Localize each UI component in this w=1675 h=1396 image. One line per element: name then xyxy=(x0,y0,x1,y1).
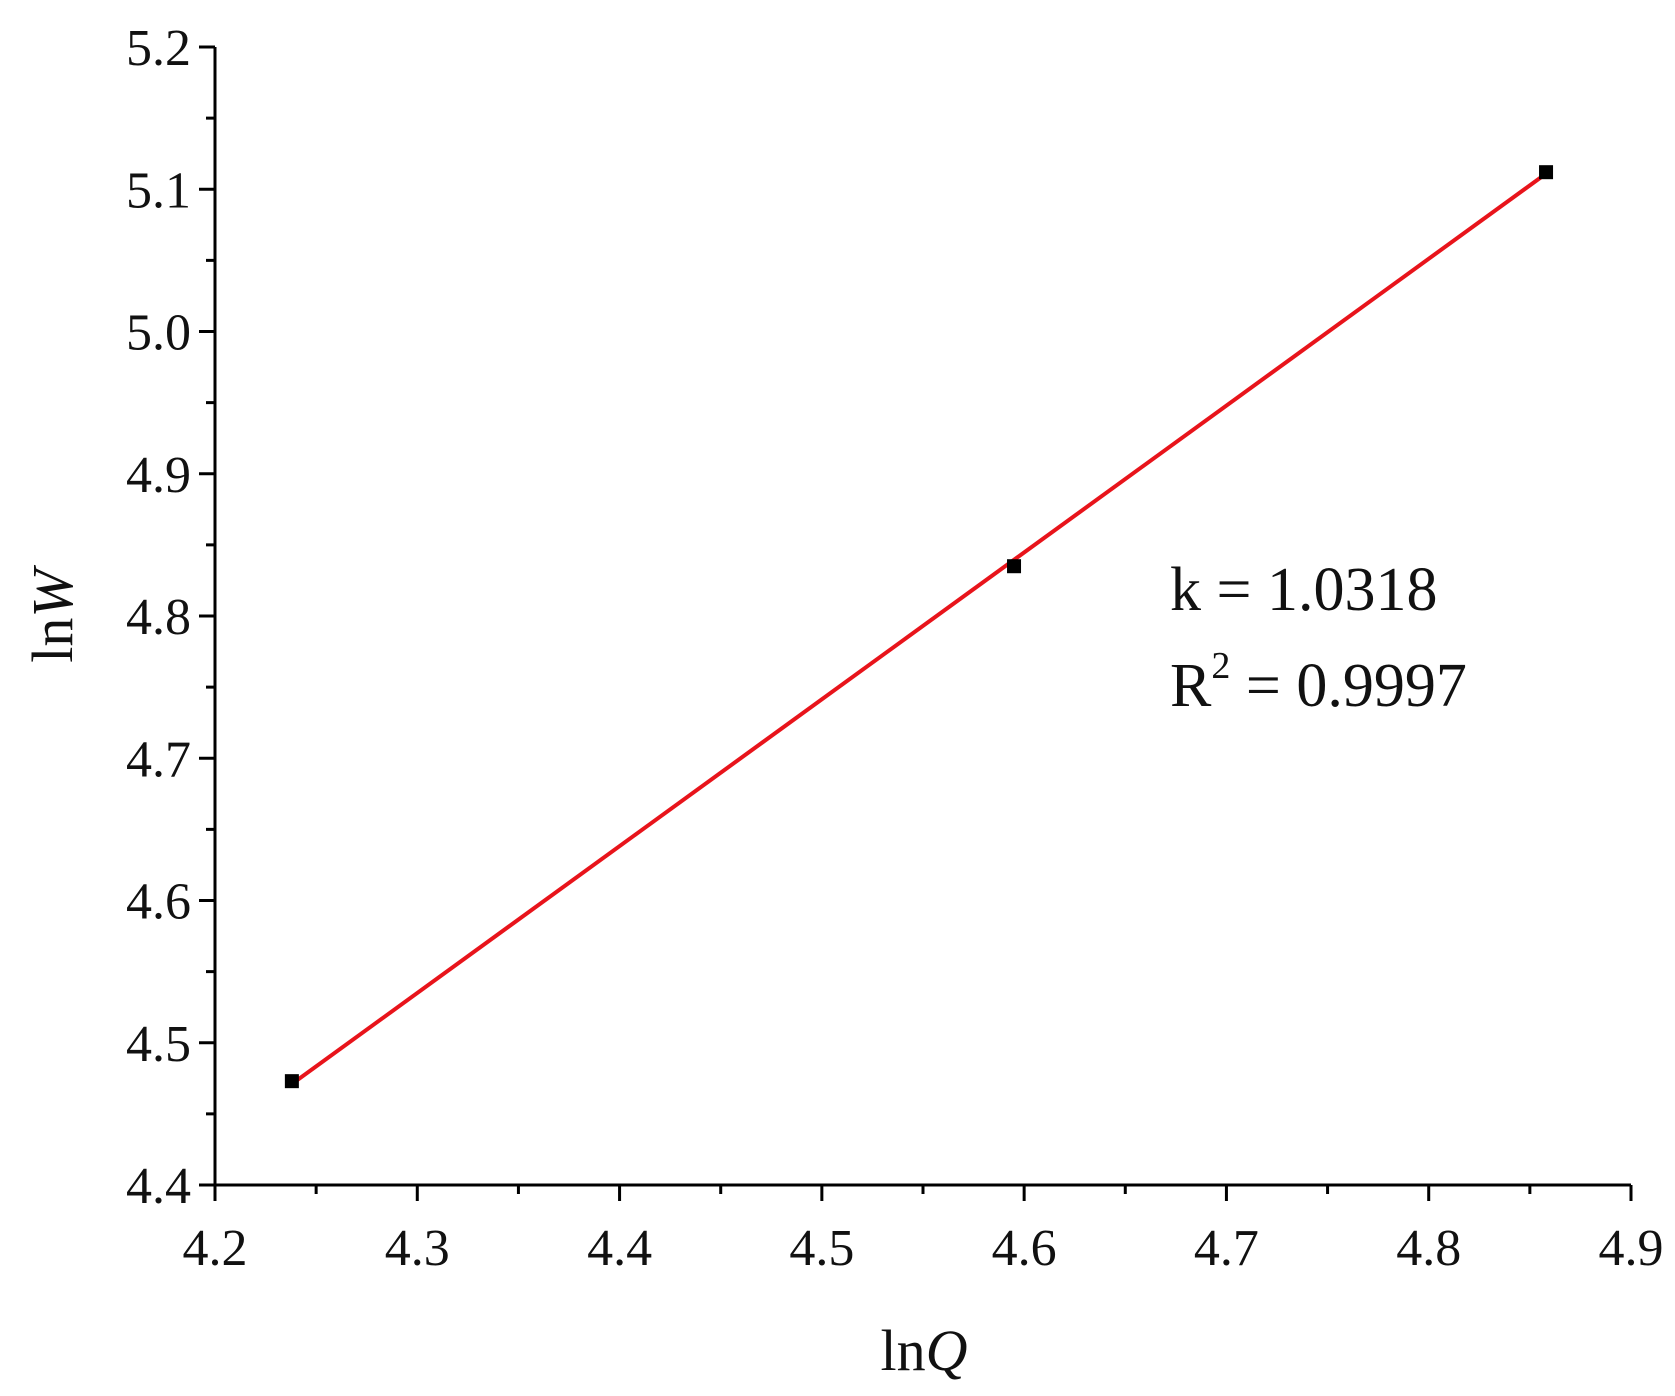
x-tick-label: 4.4 xyxy=(587,1220,652,1277)
y-tick-label: 4.9 xyxy=(126,447,191,504)
fit-line xyxy=(290,171,1548,1086)
points-group xyxy=(284,165,1554,1089)
y-tick-label: 4.4 xyxy=(126,1158,191,1215)
r-squared-annotation: R2 = 0.9997 xyxy=(1170,645,1467,720)
x-tick-label: 4.6 xyxy=(992,1220,1057,1277)
x-tick-label: 4.7 xyxy=(1194,1220,1259,1277)
y-tick-label: 5.1 xyxy=(126,162,191,219)
data-point xyxy=(284,1074,299,1089)
y-tick-label: 4.8 xyxy=(126,589,191,646)
y-tick-label: 4.6 xyxy=(126,874,191,931)
x-tick-label: 4.5 xyxy=(789,1220,854,1277)
x-tick-label: 4.2 xyxy=(183,1220,248,1277)
y-axis-label: lnW xyxy=(20,565,85,663)
x-tick-label: 4.9 xyxy=(1599,1220,1664,1277)
x-tick-label: 4.8 xyxy=(1396,1220,1461,1277)
y-tick-label: 4.5 xyxy=(126,1016,191,1073)
data-point xyxy=(1539,165,1554,180)
data-point xyxy=(1007,559,1022,574)
ticks: 4.2 4.3 4.4 4.5 4.6 4.7 4.8 4.9 4.4 4.5 4.6 4.7 4.8 4… xyxy=(126,20,1664,1277)
y-tick-label: 5.0 xyxy=(126,305,191,362)
fit-line-group xyxy=(290,171,1548,1086)
y-tick-label: 5.2 xyxy=(126,20,191,77)
x-axis-label: lnQ xyxy=(880,1318,967,1383)
y-tick-label: 4.7 xyxy=(126,731,191,788)
slope-annotation: k = 1.0318 xyxy=(1170,556,1437,624)
x-tick-label: 4.3 xyxy=(385,1220,450,1277)
